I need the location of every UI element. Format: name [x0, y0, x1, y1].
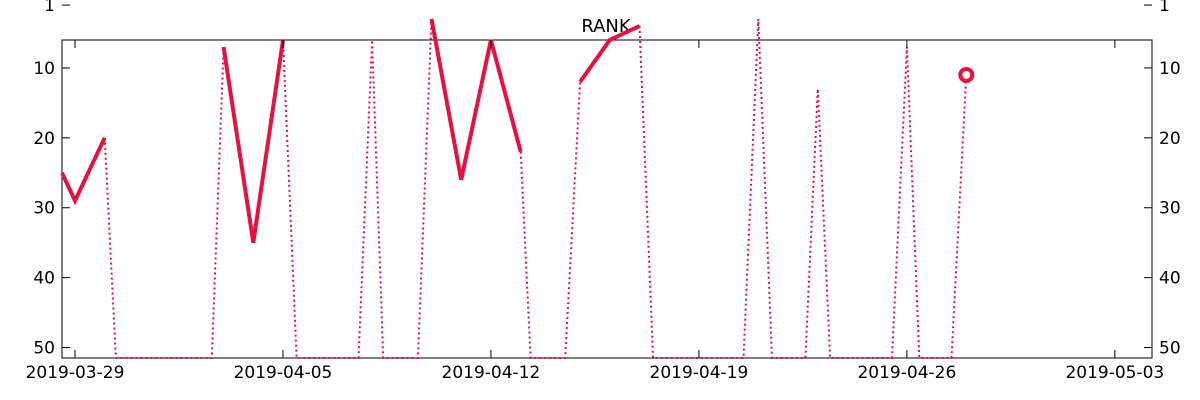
y-tick-label-left: 40	[33, 269, 55, 289]
series-line-solid	[221, 39, 285, 244]
y-tick-label-right: 50	[1159, 339, 1181, 359]
series-line-dotted	[638, 18, 968, 359]
series-line-dotted	[519, 81, 582, 359]
y-tick-label-right: 30	[1159, 199, 1181, 219]
axes-layer: 1 1 10 10 20 20 30 30 40 40 50 50 2019-03-29 2019-04-…	[26, 0, 1181, 383]
series-line-solid	[429, 18, 523, 181]
series-line-solid	[60, 136, 107, 206]
x-tick-label: 2019-04-26	[857, 363, 956, 383]
data-point-marker	[958, 66, 975, 83]
x-tick-label: 2019-05-03	[1065, 363, 1164, 383]
x-tick-label: 2019-04-12	[442, 363, 541, 383]
chart-title: RANK	[581, 16, 632, 37]
series-line-dotted	[282, 18, 433, 359]
y-tick-label-right: 1	[1159, 0, 1170, 16]
x-tick-label: 2019-04-05	[234, 363, 333, 383]
series-line-dotted	[103, 46, 225, 359]
x-tick-label: 2019-03-29	[26, 363, 125, 383]
y-tick-label-right: 20	[1159, 129, 1181, 149]
y-tick-label-left: 10	[33, 59, 55, 79]
y-tick-label-right: 40	[1159, 269, 1181, 289]
y-tick-label-left: 1	[44, 0, 55, 16]
x-tick-label: 2019-04-19	[650, 363, 749, 383]
y-tick-label-left: 20	[33, 129, 55, 149]
y-tick-label-left: 30	[33, 199, 55, 219]
y-tick-label-right: 10	[1159, 59, 1181, 79]
y-tick-label-left: 50	[33, 339, 55, 359]
series-layer	[60, 18, 975, 359]
plot-area-frame	[61, 39, 1153, 359]
series-line-solid	[578, 24, 641, 84]
